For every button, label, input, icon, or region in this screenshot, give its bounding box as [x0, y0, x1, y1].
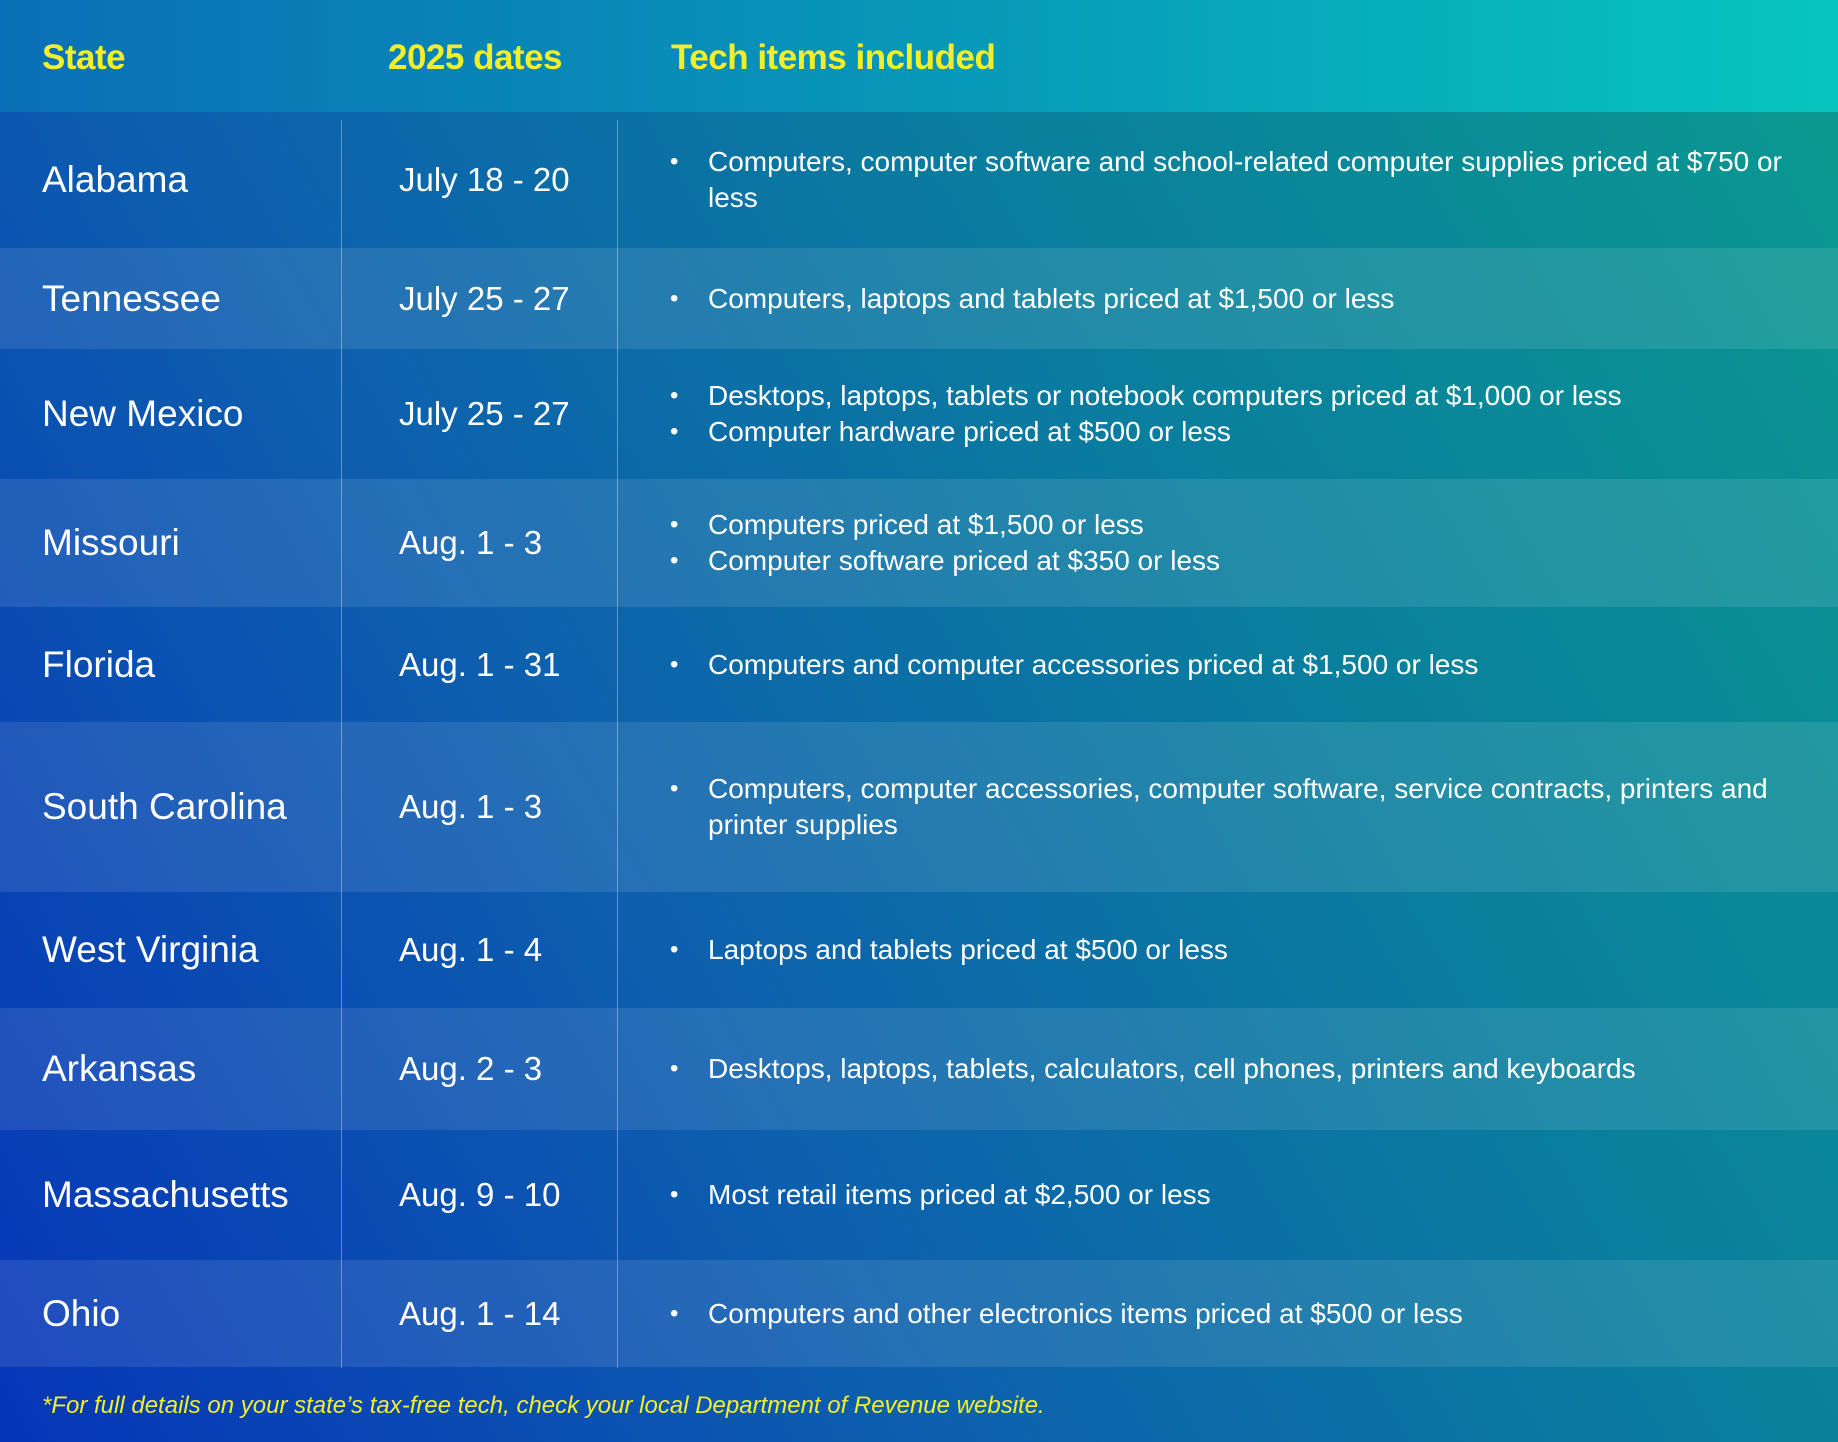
item-text: Computers priced at $1,500 or less — [708, 509, 1144, 540]
dates-cell: July 25 - 27 — [399, 395, 570, 432]
dates-cell: Aug. 1 - 4 — [399, 931, 543, 968]
bullet-icon: • — [670, 1299, 679, 1327]
table-row: Massachusetts Aug. 9 - 10 • Most retail ite… — [0, 1130, 1838, 1260]
item-text: Computer software priced at $350 or less — [708, 545, 1221, 576]
items-list: • Computers, computer accessories, comput… — [666, 771, 1786, 843]
bullet-icon: • — [670, 382, 679, 409]
table-row: Arkansas Aug. 2 - 3 • Desktops, laptops, ta… — [0, 1008, 1838, 1130]
table-row: Missouri Aug. 1 - 3 • Computers priced at $… — [0, 479, 1838, 607]
dates-cell: Aug. 1 - 31 — [399, 645, 561, 683]
state-cell: Massachusetts — [42, 1174, 289, 1215]
item-entry: • Computers, computer accessories, comput… — [666, 771, 1786, 843]
bullet-icon: • — [670, 547, 679, 574]
item-entry: • Desktops, laptops, tablets, calculators… — [666, 1051, 1786, 1087]
bullet-icon: • — [670, 775, 679, 802]
item-text: Most retail items priced at $2,500 or le… — [708, 1179, 1211, 1210]
item-entry: • Laptops and tablets priced at $500 or l… — [666, 932, 1786, 968]
item-entry: • Computers priced at $1,500 or less — [666, 507, 1786, 543]
dates-cell: Aug. 1 - 3 — [399, 524, 543, 561]
column-divider — [617, 120, 618, 1368]
state-cell: Florida — [42, 643, 156, 685]
bullet-icon: • — [670, 1181, 679, 1208]
bullet-icon: • — [670, 511, 679, 538]
item-entry: • Computers, computer software and school… — [666, 144, 1786, 216]
state-cell: Ohio — [42, 1292, 121, 1334]
state-cell: New Mexico — [42, 393, 244, 434]
item-text: Computers, computer software and school-… — [708, 146, 1782, 213]
bullet-icon: • — [670, 650, 679, 678]
table-row: Florida Aug. 1 - 31 • Computers and compute… — [0, 607, 1838, 722]
header-items: Tech items included — [671, 38, 996, 77]
item-text: Computer hardware priced at $500 or less — [708, 416, 1231, 447]
state-cell: Missouri — [42, 522, 180, 563]
header-dates: 2025 dates — [388, 38, 563, 77]
state-cell: South Carolina — [42, 786, 287, 827]
table-row: Tennessee July 25 - 27 • Computers, laptops… — [0, 248, 1838, 349]
bullet-icon: • — [670, 936, 679, 963]
items-list: • Computers priced at $1,500 or less • Comp… — [666, 507, 1786, 579]
bullet-icon: • — [670, 1055, 679, 1082]
item-entry: • Computers, laptops and tablets priced a… — [666, 281, 1786, 317]
table-row: New Mexico July 25 - 27 • Desktops, laptops… — [0, 349, 1838, 479]
header-state: State — [42, 38, 126, 77]
dates-cell: Aug. 9 - 10 — [399, 1176, 561, 1213]
dates-cell: Aug. 1 - 3 — [399, 788, 543, 825]
column-divider — [341, 120, 342, 1368]
items-list: • Computers, laptops and tablets priced a… — [666, 281, 1786, 317]
item-text: Desktops, laptops, tablets or notebook c… — [708, 380, 1622, 411]
items-list: • Computers and computer accessories pric… — [666, 647, 1786, 683]
item-text: Desktops, laptops, tablets, calculators,… — [708, 1053, 1636, 1084]
table-row: West Virginia Aug. 1 - 4 • Laptops and tabl… — [0, 892, 1838, 1008]
dates-cell: July 25 - 27 — [399, 279, 570, 317]
item-entry: • Computer hardware priced at $500 or les… — [666, 414, 1786, 450]
item-entry: • Computers and computer accessories pric… — [666, 647, 1786, 683]
item-entry: • Desktops, laptops, tablets or notebook … — [666, 378, 1786, 414]
item-entry: • Most retail items priced at $2,500 or l… — [666, 1177, 1786, 1213]
item-text: Laptops and tablets priced at $500 or le… — [708, 934, 1228, 965]
item-entry: • Computer software priced at $350 or les… — [666, 543, 1786, 579]
state-cell: Arkansas — [42, 1048, 197, 1089]
items-list: • Computers, computer software and school… — [666, 144, 1786, 216]
items-list: • Computers and other electronics items p… — [666, 1296, 1786, 1332]
table-row: Ohio Aug. 1 - 14 • Computers and other elec… — [0, 1260, 1838, 1367]
items-list: • Laptops and tablets priced at $500 or l… — [666, 932, 1786, 968]
bullet-icon: • — [670, 418, 679, 445]
bullet-icon: • — [670, 148, 679, 175]
dates-cell: July 18 - 20 — [399, 161, 570, 198]
item-text: Computers and computer accessories price… — [708, 648, 1479, 680]
items-list: • Most retail items priced at $2,500 or l… — [666, 1177, 1786, 1213]
item-entry: • Computers and other electronics items p… — [666, 1296, 1786, 1332]
state-cell: Tennessee — [42, 277, 221, 319]
item-text: Computers, laptops and tablets priced at… — [708, 282, 1395, 314]
items-list: • Desktops, laptops, tablets, calculators… — [666, 1051, 1786, 1087]
table-header: State 2025 dates Tech items included — [0, 0, 1838, 112]
footnote: *For full details on your state’s tax-fr… — [42, 1392, 1045, 1419]
table-row: Alabama July 18 - 20 • Computers, computer … — [0, 112, 1838, 248]
state-cell: Alabama — [42, 159, 189, 200]
dates-cell: Aug. 1 - 14 — [399, 1294, 561, 1332]
bullet-icon: • — [670, 284, 679, 312]
table-row: South Carolina Aug. 1 - 3 • Computers, comp… — [0, 722, 1838, 892]
table-body: Alabama July 18 - 20 • Computers, computer … — [0, 112, 1838, 1367]
items-list: • Desktops, laptops, tablets or notebook … — [666, 378, 1786, 450]
state-cell: West Virginia — [42, 929, 259, 970]
item-text: Computers and other electronics items pr… — [708, 1297, 1463, 1329]
dates-cell: Aug. 2 - 3 — [399, 1050, 543, 1087]
item-text: Computers, computer accessories, compute… — [708, 773, 1768, 840]
